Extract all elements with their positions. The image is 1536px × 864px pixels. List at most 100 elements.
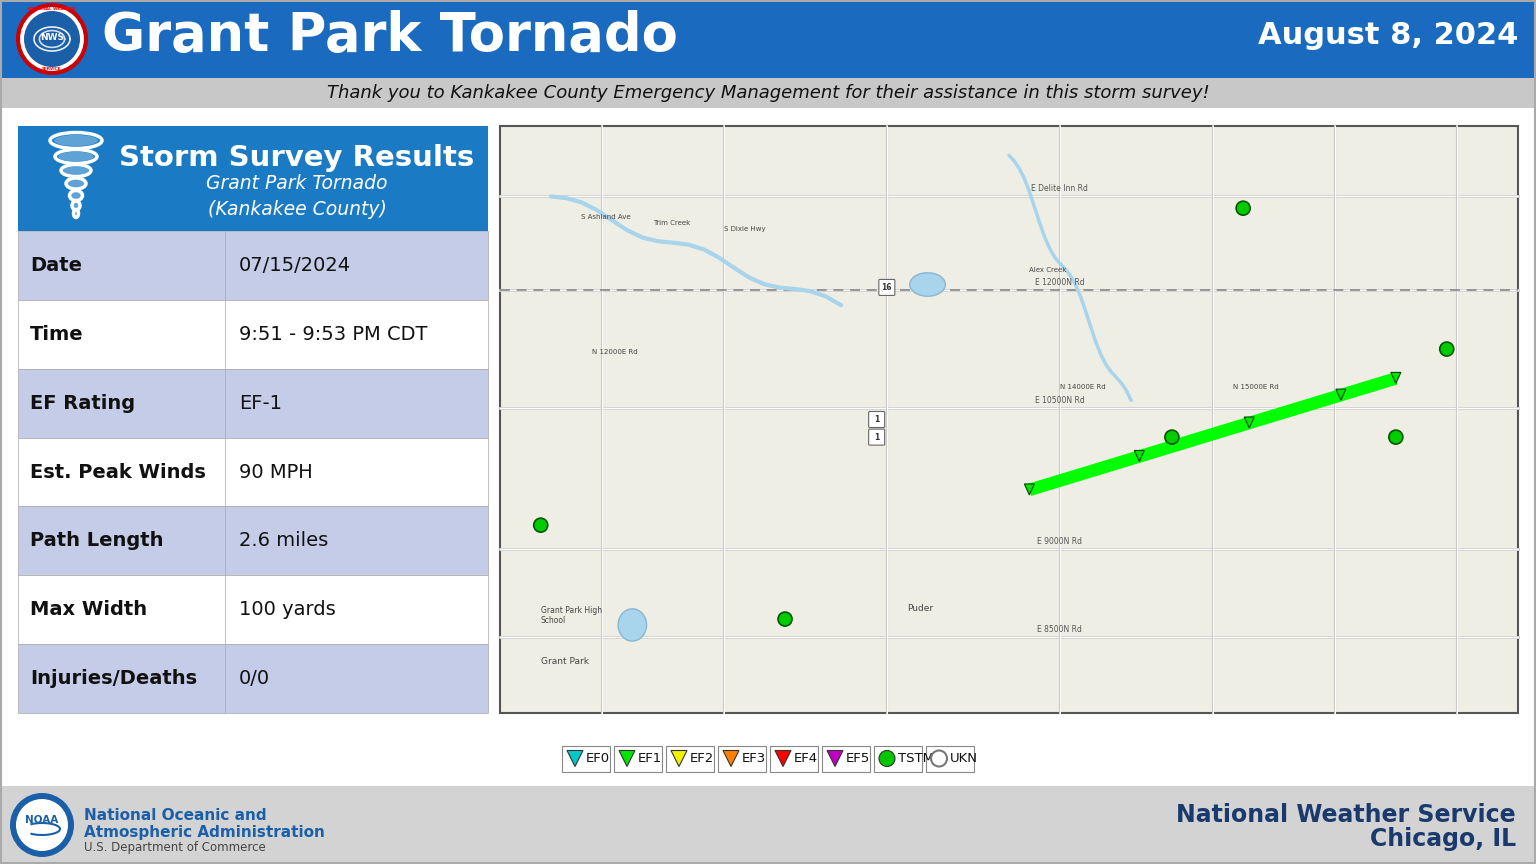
FancyBboxPatch shape <box>879 279 895 295</box>
FancyBboxPatch shape <box>501 126 1518 713</box>
Text: N 14000E Rd: N 14000E Rd <box>1060 384 1106 391</box>
Ellipse shape <box>58 151 94 162</box>
FancyBboxPatch shape <box>926 746 974 772</box>
Text: Thank you to Kankakee County Emergency Management for their assistance in this s: Thank you to Kankakee County Emergency M… <box>327 84 1209 102</box>
FancyBboxPatch shape <box>18 126 488 231</box>
Ellipse shape <box>72 202 80 208</box>
Text: 0/0: 0/0 <box>238 669 270 688</box>
Text: EF1: EF1 <box>637 752 662 765</box>
Polygon shape <box>723 751 739 766</box>
FancyBboxPatch shape <box>18 645 488 713</box>
Polygon shape <box>1025 484 1034 495</box>
Polygon shape <box>776 751 791 766</box>
Text: EF-1: EF-1 <box>238 394 281 413</box>
Polygon shape <box>1336 389 1346 400</box>
Circle shape <box>11 793 74 857</box>
Text: EF3: EF3 <box>742 752 766 765</box>
FancyBboxPatch shape <box>562 746 610 772</box>
Circle shape <box>1164 430 1180 444</box>
FancyBboxPatch shape <box>869 429 885 445</box>
Ellipse shape <box>71 192 81 199</box>
Text: Storm Survey Results: Storm Survey Results <box>120 144 475 173</box>
Polygon shape <box>619 751 634 766</box>
Ellipse shape <box>54 135 98 146</box>
Text: SERVICE: SERVICE <box>43 67 61 71</box>
Text: Path Length: Path Length <box>31 531 163 550</box>
Polygon shape <box>671 751 687 766</box>
Text: Date: Date <box>31 256 81 275</box>
Text: S Ashland Ave: S Ashland Ave <box>582 214 631 220</box>
Text: EF2: EF2 <box>690 752 714 765</box>
Text: 2.6 miles: 2.6 miles <box>238 531 329 550</box>
Circle shape <box>15 799 68 851</box>
FancyBboxPatch shape <box>18 575 488 645</box>
Text: E 10500N Rd: E 10500N Rd <box>1035 396 1084 404</box>
Text: 07/15/2024: 07/15/2024 <box>238 256 350 275</box>
Text: Grant Park Tornado
(Kankakee County): Grant Park Tornado (Kankakee County) <box>206 174 387 219</box>
Text: EF4: EF4 <box>794 752 819 765</box>
Text: N 15000E Rd: N 15000E Rd <box>1233 384 1278 391</box>
FancyBboxPatch shape <box>18 369 488 437</box>
Text: Trim Creek: Trim Creek <box>653 219 690 226</box>
Text: Puder: Puder <box>908 604 934 613</box>
Circle shape <box>533 518 548 532</box>
FancyBboxPatch shape <box>717 746 766 772</box>
Circle shape <box>1389 430 1402 444</box>
Text: EF0: EF0 <box>587 752 610 765</box>
FancyBboxPatch shape <box>874 746 922 772</box>
Circle shape <box>25 11 80 67</box>
Text: 90 MPH: 90 MPH <box>238 462 312 481</box>
FancyBboxPatch shape <box>614 746 662 772</box>
Text: Est. Peak Winds: Est. Peak Winds <box>31 462 206 481</box>
Text: 1: 1 <box>874 415 879 424</box>
Text: Injuries/Deaths: Injuries/Deaths <box>31 669 197 688</box>
FancyBboxPatch shape <box>18 437 488 506</box>
Text: UKN: UKN <box>949 752 978 765</box>
Text: E 9000N Rd: E 9000N Rd <box>1037 537 1083 546</box>
Text: TSTM: TSTM <box>899 752 934 765</box>
Circle shape <box>18 5 86 73</box>
Text: 9:51 - 9:53 PM CDT: 9:51 - 9:53 PM CDT <box>238 325 427 344</box>
FancyBboxPatch shape <box>18 506 488 575</box>
Polygon shape <box>826 751 843 766</box>
Text: S Dixie Hwy: S Dixie Hwy <box>723 226 765 232</box>
Polygon shape <box>567 751 584 766</box>
FancyBboxPatch shape <box>667 746 714 772</box>
Text: Time: Time <box>31 325 83 344</box>
Text: EF Rating: EF Rating <box>31 394 135 413</box>
Text: Atmospheric Administration: Atmospheric Administration <box>84 824 326 840</box>
FancyBboxPatch shape <box>0 108 1536 731</box>
Polygon shape <box>1134 450 1144 461</box>
FancyBboxPatch shape <box>770 746 819 772</box>
Text: 1: 1 <box>874 433 879 442</box>
Text: Chicago, IL: Chicago, IL <box>1370 827 1516 851</box>
FancyBboxPatch shape <box>18 231 488 300</box>
Text: NATIONAL WEATHER: NATIONAL WEATHER <box>28 7 75 11</box>
Text: 100 yards: 100 yards <box>238 600 335 619</box>
FancyBboxPatch shape <box>0 78 1536 108</box>
Text: NOAA: NOAA <box>26 815 58 825</box>
Ellipse shape <box>617 609 647 641</box>
Ellipse shape <box>74 211 78 216</box>
Polygon shape <box>1390 372 1401 384</box>
Text: N 12000E Rd: N 12000E Rd <box>591 349 637 355</box>
Text: Grant Park Tornado: Grant Park Tornado <box>101 10 677 62</box>
Text: 16: 16 <box>882 283 892 292</box>
Text: E 8500N Rd: E 8500N Rd <box>1037 625 1083 633</box>
FancyBboxPatch shape <box>869 411 885 428</box>
FancyBboxPatch shape <box>18 300 488 369</box>
Circle shape <box>1439 342 1453 356</box>
Text: U.S. Department of Commerce: U.S. Department of Commerce <box>84 841 266 854</box>
Text: National Oceanic and: National Oceanic and <box>84 808 267 823</box>
Ellipse shape <box>909 273 945 296</box>
FancyBboxPatch shape <box>0 786 1536 864</box>
Text: Max Width: Max Width <box>31 600 147 619</box>
FancyBboxPatch shape <box>822 746 869 772</box>
Text: National Weather Service: National Weather Service <box>1177 803 1516 827</box>
Text: NWS: NWS <box>40 33 65 41</box>
Polygon shape <box>1244 417 1255 428</box>
Text: E Delite Inn Rd: E Delite Inn Rd <box>1032 184 1089 194</box>
Circle shape <box>879 751 895 766</box>
Circle shape <box>779 612 793 626</box>
Ellipse shape <box>68 180 84 187</box>
